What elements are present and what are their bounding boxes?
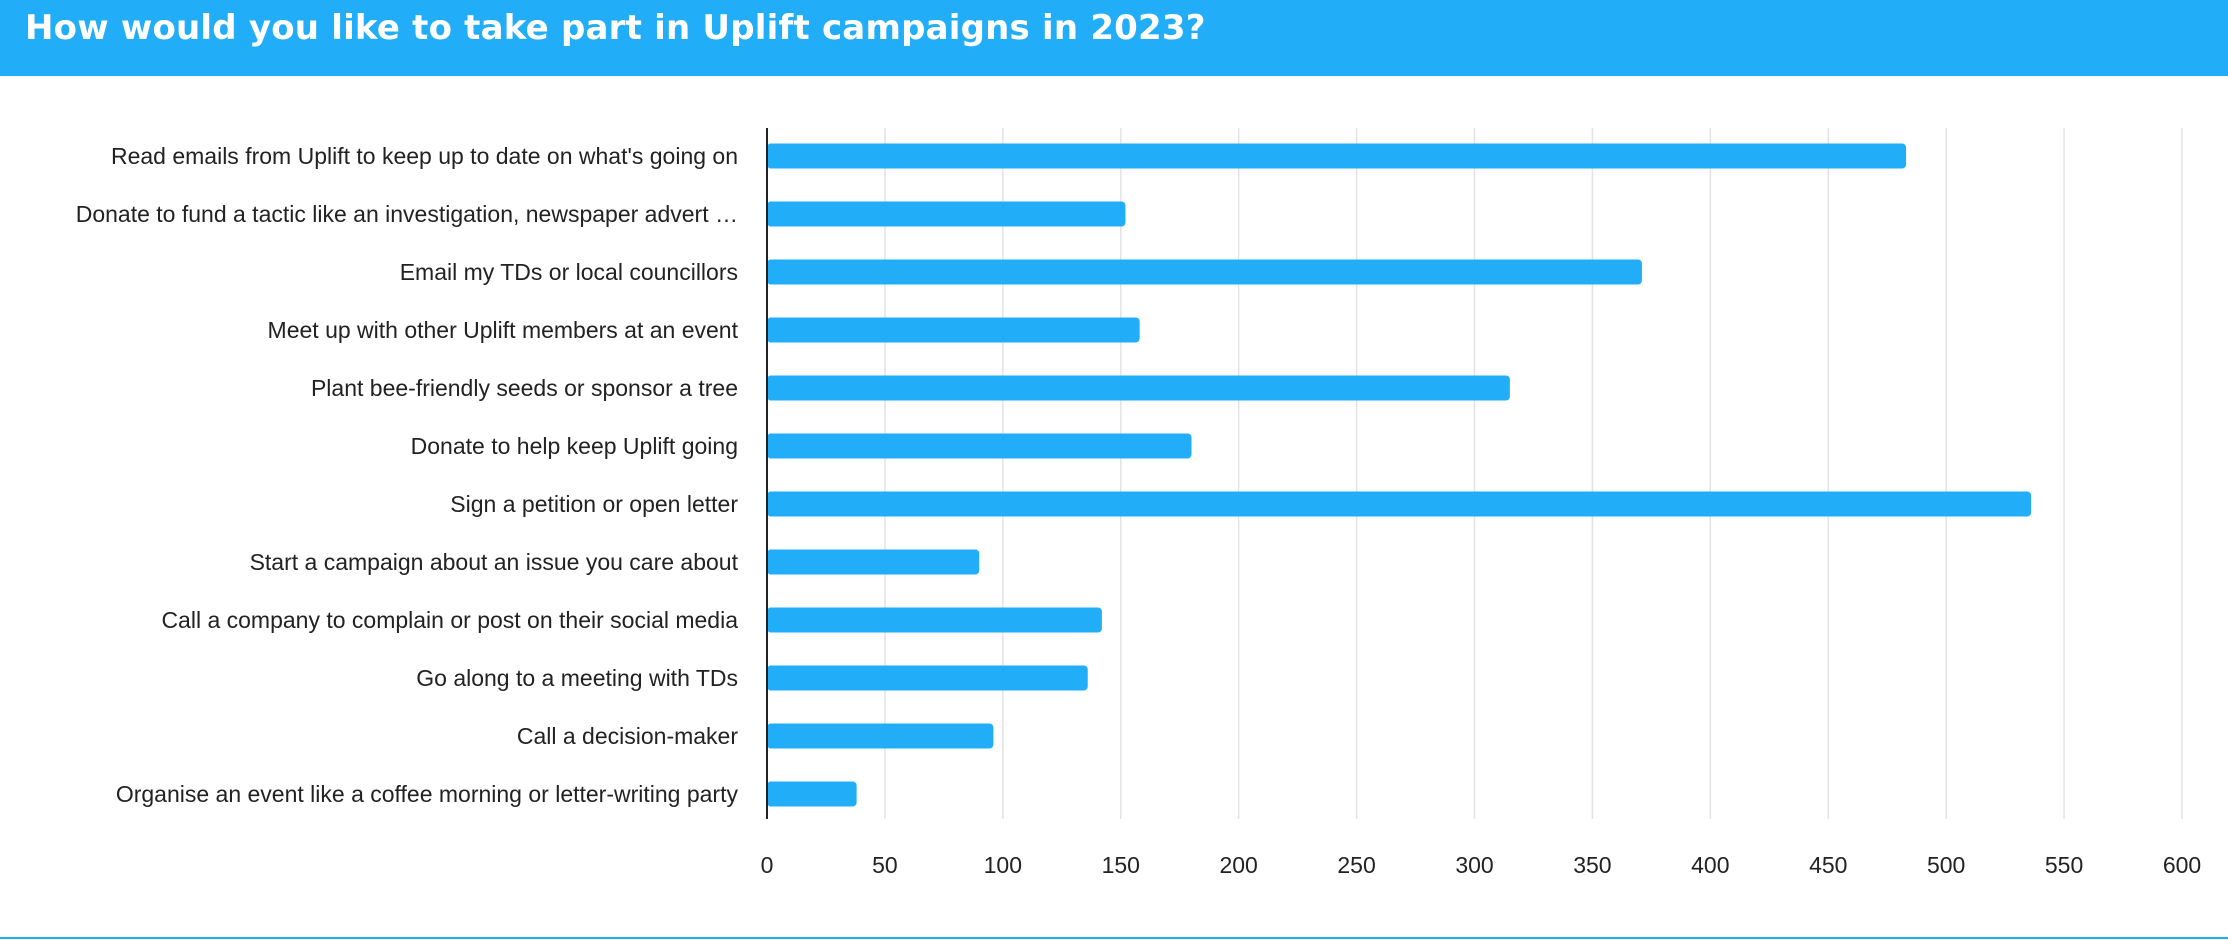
bottom-divider — [0, 937, 2228, 939]
bar-12 — [767, 781, 857, 807]
bar-8 — [767, 549, 980, 575]
chart-area: Read emails from Uplift to keep up to da… — [0, 76, 2228, 936]
bar-10 — [767, 665, 1088, 691]
category-label-1: Read emails from Uplift to keep up to da… — [111, 143, 738, 169]
category-label-7: Sign a petition or open letter — [450, 491, 738, 517]
x-tick-0: 0 — [761, 852, 774, 878]
category-label-2: Donate to fund a tactic like an investig… — [76, 201, 738, 227]
x-tick-500: 500 — [1927, 852, 1965, 878]
bar-2 — [767, 201, 1126, 227]
bar-5 — [767, 375, 1510, 401]
category-label-4: Meet up with other Uplift members at an … — [268, 317, 739, 343]
header-bar: How would you like to take part in Uplif… — [0, 0, 2228, 76]
x-tick-550: 550 — [2045, 852, 2083, 878]
grid-lines — [884, 128, 2183, 819]
x-tick-400: 400 — [1691, 852, 1729, 878]
x-tick-350: 350 — [1573, 852, 1611, 878]
x-tick-50: 50 — [872, 852, 898, 878]
category-label-6: Donate to help keep Uplift going — [411, 433, 738, 459]
bars — [767, 143, 2032, 807]
chart-title: How would you like to take part in Uplif… — [25, 8, 1206, 48]
x-tick-200: 200 — [1219, 852, 1257, 878]
category-label-11: Call a decision-maker — [517, 723, 738, 749]
x-tick-600: 600 — [2163, 852, 2201, 878]
x-tick-100: 100 — [984, 852, 1022, 878]
x-tick-150: 150 — [1102, 852, 1140, 878]
bar-7 — [767, 491, 2032, 517]
category-labels: Read emails from Uplift to keep up to da… — [76, 143, 739, 807]
bar-4 — [767, 317, 1140, 343]
bar-1 — [767, 143, 1907, 169]
bar-chart: Read emails from Uplift to keep up to da… — [76, 128, 2202, 878]
category-label-10: Go along to a meeting with TDs — [416, 665, 738, 691]
bar-6 — [767, 433, 1192, 459]
category-label-8: Start a campaign about an issue you care… — [250, 549, 739, 575]
category-label-12: Organise an event like a coffee morning … — [116, 781, 739, 807]
bar-3 — [767, 259, 1642, 285]
x-tick-300: 300 — [1455, 852, 1493, 878]
x-tick-450: 450 — [1809, 852, 1847, 878]
bar-11 — [767, 723, 994, 749]
bar-9 — [767, 607, 1102, 633]
category-label-9: Call a company to complain or post on th… — [161, 607, 738, 633]
category-label-3: Email my TDs or local councillors — [400, 259, 738, 285]
x-tick-250: 250 — [1337, 852, 1375, 878]
x-tick-labels: 0 50 100 150 200 250 300 350 400 450 500 550 600 — [761, 852, 2202, 878]
category-label-5: Plant bee-friendly seeds or sponsor a tr… — [311, 375, 738, 401]
